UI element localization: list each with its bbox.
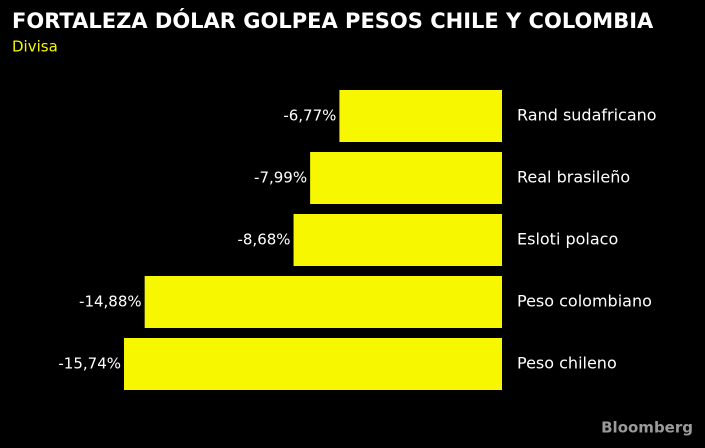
category-label: Real brasileño bbox=[517, 168, 630, 187]
category-label: Peso chileno bbox=[517, 354, 617, 373]
chart-title: FORTALEZA DÓLAR GOLPEA PESOS CHILE Y COL… bbox=[12, 8, 654, 33]
bar bbox=[144, 276, 502, 328]
chart-subtitle: Divisa bbox=[12, 38, 58, 56]
category-label: Peso colombiano bbox=[517, 292, 652, 311]
category-label: Esloti polaco bbox=[517, 230, 618, 249]
bar bbox=[339, 90, 502, 142]
value-label: -7,99% bbox=[254, 169, 307, 187]
value-label: -6,77% bbox=[283, 107, 336, 125]
value-label: -14,88% bbox=[79, 293, 142, 311]
bar bbox=[293, 214, 502, 266]
bar bbox=[124, 338, 502, 390]
source: Bloomberg bbox=[601, 419, 693, 437]
bar bbox=[310, 152, 502, 204]
value-label: -8,68% bbox=[237, 231, 290, 249]
category-label: Rand sudafricano bbox=[517, 106, 657, 125]
value-label: -15,74% bbox=[58, 355, 121, 373]
